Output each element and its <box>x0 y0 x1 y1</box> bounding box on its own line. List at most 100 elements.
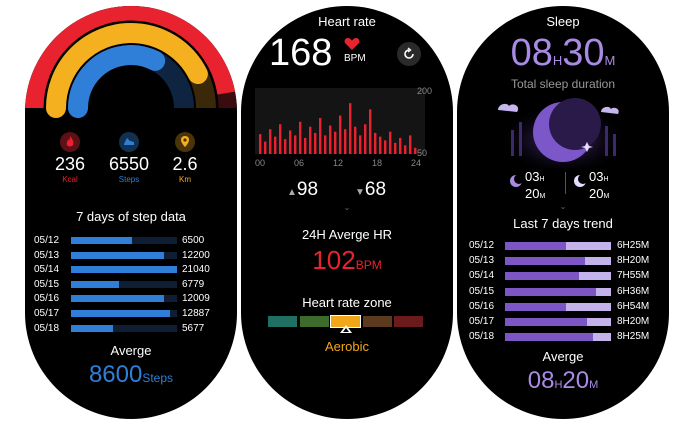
sleep-value: 7H55M <box>617 270 650 282</box>
moon-illustration <box>498 98 627 168</box>
hr-bar <box>319 118 322 154</box>
step-bar <box>71 266 177 274</box>
flame-icon <box>60 132 80 152</box>
hr-bar <box>334 131 337 154</box>
sleep-date: 05/18 <box>469 331 495 343</box>
min-heart-rate: ▼68 <box>355 179 386 201</box>
step-bar <box>71 280 119 288</box>
step-value: 12200 <box>182 249 210 261</box>
sleep-screen: Sleep 08H30M Total sleep duration 03H 20… <box>457 6 669 419</box>
step-value: 12887 <box>182 308 210 319</box>
deep-sleep-hours-unit: H <box>539 176 545 183</box>
avg-hr-unit: BPM <box>355 258 382 272</box>
hr-bar <box>259 134 262 154</box>
steps-unit: Steps <box>118 175 140 184</box>
step-value: 6500 <box>182 235 205 246</box>
steps-ring <box>68 45 194 118</box>
step-value: 6779 <box>182 278 205 290</box>
hr-bar <box>374 132 377 154</box>
hr-zone-3 <box>330 315 361 328</box>
hr-bar <box>329 125 332 154</box>
hr-x-tick: 06 <box>294 158 304 168</box>
sleep-bar-track <box>505 242 611 250</box>
average-steps-value: 8600 <box>88 361 143 388</box>
sleep-date: 05/15 <box>469 285 495 297</box>
sleep-subtitle: Total sleep duration <box>510 77 616 91</box>
calories-unit: Kcal <box>62 175 78 184</box>
step-bar-track <box>71 324 177 332</box>
hr-zone-label: Aerobic <box>324 339 370 354</box>
step-date: 05/18 <box>34 322 60 334</box>
heart-rate-screen: Heart rate 168 BPM 200 50 00 06 12 18 24 ▲98 ▼… <box>241 6 453 419</box>
sleep-row: 05/14 7H55M <box>457 269 669 283</box>
location-pin-icon <box>175 132 195 152</box>
hr-zone-title: Heart rate zone <box>302 295 392 310</box>
heart-rate-title: Heart rate <box>318 14 376 29</box>
chevron-down-icon: ⌄ <box>559 202 567 211</box>
refresh-icon <box>404 47 414 59</box>
max-heart-rate-value: 98 <box>296 179 319 200</box>
sleep-bar <box>505 333 593 342</box>
average-label: Averge <box>110 343 152 358</box>
step-date: 05/14 <box>34 264 60 276</box>
deep-sleep-moon-icon <box>510 174 523 187</box>
avg-hr: 102BPM <box>241 245 453 276</box>
zone-pointer-icon <box>340 325 352 333</box>
calories-value: 236 <box>54 154 86 174</box>
deep-sleep-minutes: 20 <box>525 186 540 201</box>
hr-bar <box>359 135 362 154</box>
sleep-bar <box>505 287 597 296</box>
sleep-bar <box>505 242 567 250</box>
step-date: 05/13 <box>34 249 60 261</box>
step-row: 05/16 12009 <box>25 292 237 306</box>
refresh-button[interactable] <box>397 42 421 66</box>
step-row: 05/17 12887 <box>25 307 237 321</box>
hr-bar <box>379 136 382 154</box>
hr-bar <box>389 131 392 154</box>
distance-unit: Km <box>179 175 191 184</box>
average-label: Averge <box>542 349 584 364</box>
sleep-minutes-unit: M <box>604 53 616 68</box>
hr-bar <box>299 121 302 154</box>
average-sleep-minutes-unit: M <box>589 379 599 391</box>
average-sleep-hours-unit: H <box>554 379 563 391</box>
sleep-bar <box>505 272 580 281</box>
sleep-value: 8H20M <box>617 316 650 327</box>
step-date: 05/12 <box>34 235 60 246</box>
running-shoe-icon <box>119 132 139 152</box>
average-sleep-minutes: 20 <box>562 367 590 394</box>
hr-bar <box>409 135 412 154</box>
hr-bar <box>304 137 307 154</box>
hr-y-tick: 50 <box>417 148 427 158</box>
step-bar-track <box>71 295 177 303</box>
chevron-down-icon: ⌄ <box>343 203 351 212</box>
sleep-value: 6H36M <box>617 285 650 297</box>
step-bar-track <box>71 251 177 259</box>
max-heart-rate: ▲98 <box>287 179 318 201</box>
sleep-value: 6H54M <box>617 300 650 312</box>
sleep-title: Sleep <box>546 14 580 29</box>
step-value: 12009 <box>182 293 210 305</box>
distance-value: 2.6 <box>172 154 198 174</box>
deep-sleep-minutes-unit: M <box>539 193 546 200</box>
step-bar-track <box>71 280 177 288</box>
avg-hr-value: 102 <box>312 245 356 275</box>
light-sleep-hours: 03 <box>589 169 604 184</box>
hr-bar <box>399 137 402 154</box>
step-row: 05/13 12200 <box>25 249 237 263</box>
hr-y-tick: 200 <box>417 86 432 96</box>
min-heart-rate-value: 68 <box>364 179 387 200</box>
hr-bar <box>314 132 317 154</box>
sleep-row: 05/13 8H20M <box>457 254 669 268</box>
hr-x-tick: 00 <box>255 158 265 168</box>
activity-screen: 236 6550 2.6 Kcal Steps Km 7 days of ste… <box>25 6 237 419</box>
sleep-hours-unit: H <box>552 53 563 68</box>
sleep-row: 05/17 8H20M <box>457 315 669 329</box>
hr-bar <box>349 103 352 154</box>
arrow-down-icon: ▼ <box>355 187 365 198</box>
sleep-date: 05/13 <box>469 255 495 267</box>
step-row: 05/14 21040 <box>25 263 237 277</box>
sleep-value: 8H20M <box>617 255 650 267</box>
step-bar <box>71 310 170 317</box>
sleep-bar-track <box>505 257 611 266</box>
